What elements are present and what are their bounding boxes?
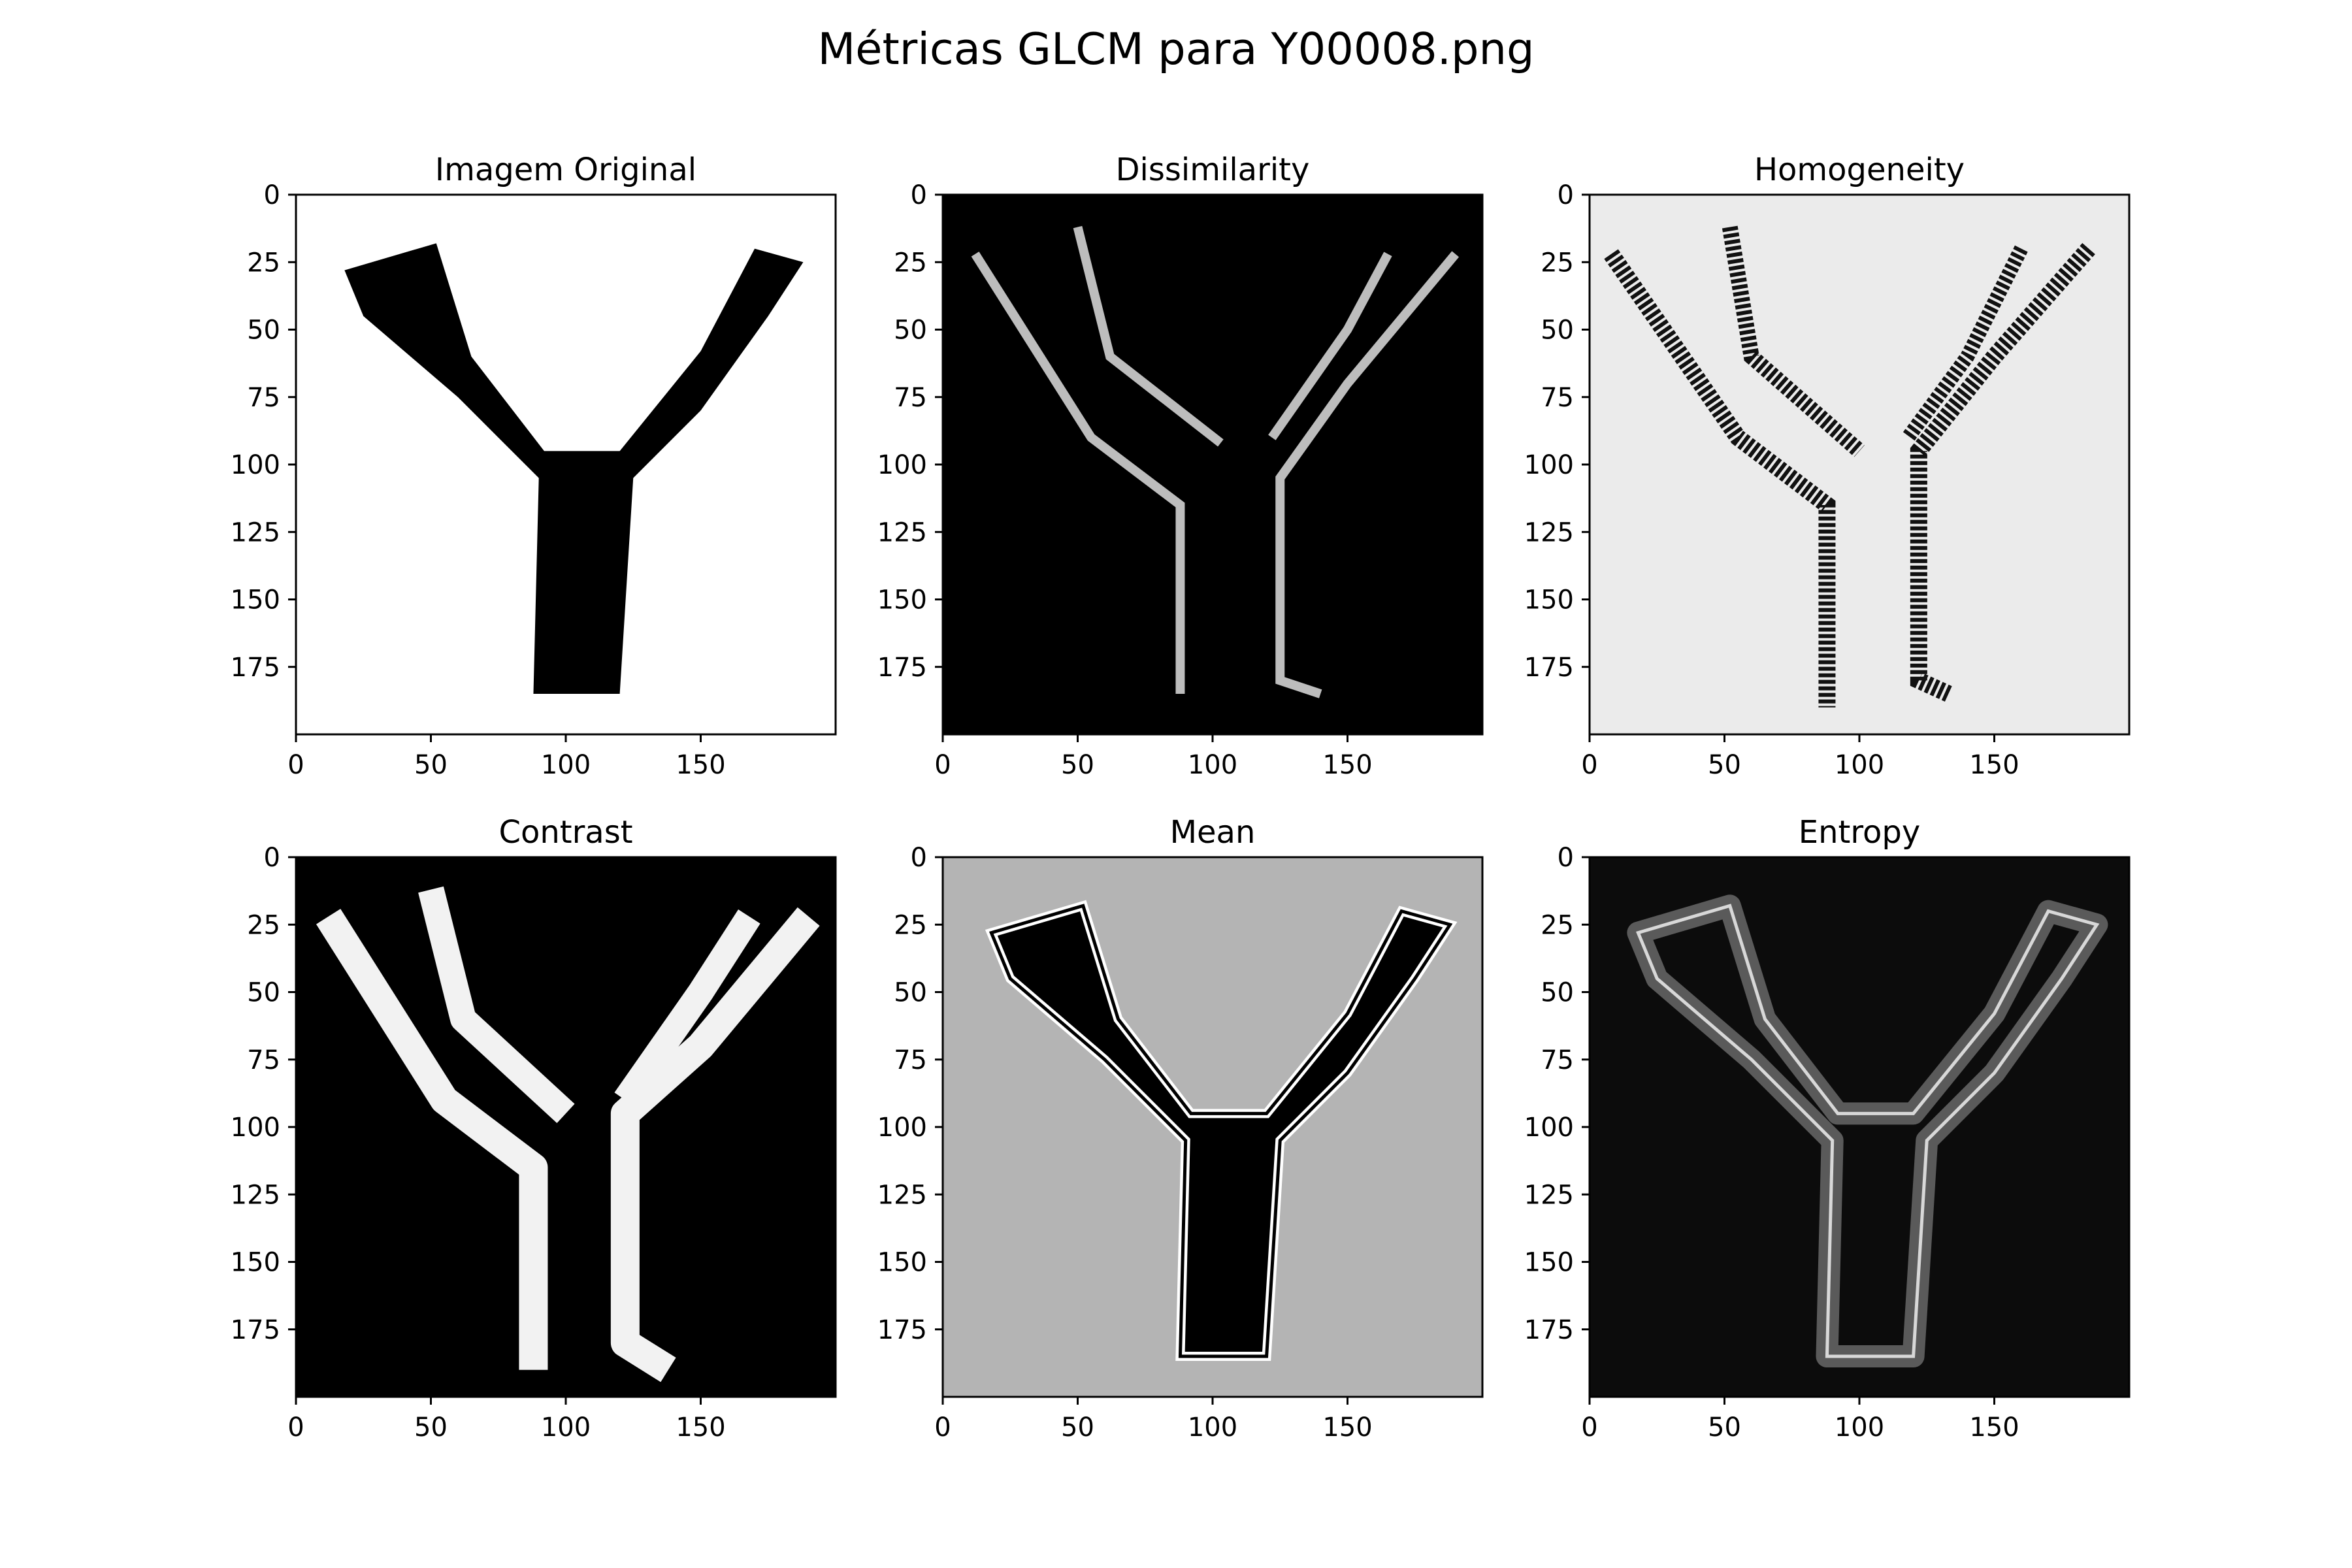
- axes-title: Homogeneity: [1754, 152, 1965, 188]
- y-tick-label: 175: [877, 1315, 927, 1345]
- y-tick-label: 125: [231, 1180, 280, 1210]
- y-tick-label: 25: [1541, 910, 1574, 940]
- y-tick-label: 125: [231, 517, 280, 547]
- axes-title: Contrast: [498, 814, 632, 851]
- y-tick-label: 25: [894, 248, 927, 278]
- y-tick-label: 50: [247, 978, 280, 1008]
- y-tick-label: 75: [894, 1045, 927, 1075]
- heatmap-image: [1590, 195, 2129, 734]
- x-tick-label: 150: [1969, 1413, 2019, 1443]
- axes-title: Imagem Original: [435, 152, 696, 188]
- y-tick-label: 0: [1558, 180, 1574, 210]
- x-tick-label: 100: [1835, 1413, 1884, 1443]
- x-tick-label: 0: [934, 750, 951, 780]
- x-tick-label: 0: [287, 750, 304, 780]
- y-tick-label: 100: [1524, 1113, 1574, 1143]
- x-tick-label: 50: [414, 750, 448, 780]
- y-tick-label: 150: [1524, 585, 1574, 615]
- y-tick-label: 125: [1524, 517, 1574, 547]
- x-tick-label: 50: [1708, 750, 1741, 780]
- y-tick-label: 150: [1524, 1248, 1574, 1278]
- y-tick-label: 50: [247, 316, 280, 346]
- y-tick-label: 100: [877, 1113, 927, 1143]
- x-tick-label: 0: [287, 1413, 304, 1443]
- y-tick-label: 100: [877, 450, 927, 480]
- x-tick-label: 150: [1322, 1413, 1372, 1443]
- y-tick-label: 175: [1524, 1315, 1574, 1345]
- y-tick-label: 0: [1558, 843, 1574, 873]
- panel-4: Contrast 0 50 100 150 0 25 50 75 100 125 150 175: [231, 814, 837, 1443]
- x-tick-label: 50: [1061, 1413, 1094, 1443]
- y-tick-label: 75: [247, 383, 280, 413]
- x-tick-label: 100: [1835, 750, 1884, 780]
- y-tick-label: 0: [264, 180, 280, 210]
- y-tick-label: 50: [1541, 316, 1574, 346]
- heatmap-image: [1590, 857, 2129, 1397]
- y-tick-label: 75: [894, 383, 927, 413]
- y-tick-label: 150: [231, 585, 280, 615]
- panel-6: Entropy 0 50 100 150 0 25 50 75 100 125 150 175: [1524, 814, 2131, 1443]
- heatmap-image: [296, 857, 836, 1397]
- axes-title: Dissimilarity: [1116, 152, 1310, 188]
- y-tick-label: 0: [264, 843, 280, 873]
- y-tick-label: 0: [911, 180, 927, 210]
- y-tick-label: 25: [247, 910, 280, 940]
- heatmap-background: [296, 857, 836, 1397]
- x-tick-label: 0: [1581, 1413, 1597, 1443]
- x-tick-label: 150: [676, 750, 725, 780]
- y-tick-label: 100: [231, 450, 280, 480]
- panel-2: Dissimilarity 0 50 100 150 0 25 50 75 100 125 150 17…: [877, 152, 1484, 780]
- y-tick-label: 175: [231, 653, 280, 683]
- y-tick-label: 150: [231, 1248, 280, 1278]
- panel-1: Imagem Original 0 50 100 150 0 25 50 75 100 125 150…: [231, 152, 837, 780]
- heatmap-background: [1590, 857, 2129, 1397]
- x-tick-label: 50: [1061, 750, 1094, 780]
- x-tick-label: 100: [1188, 750, 1237, 780]
- y-tick-label: 25: [247, 248, 280, 278]
- x-tick-label: 150: [1969, 750, 2019, 780]
- y-tick-label: 50: [1541, 978, 1574, 1008]
- x-tick-label: 150: [676, 1413, 725, 1443]
- y-tick-label: 150: [877, 585, 927, 615]
- y-tick-label: 75: [1541, 383, 1574, 413]
- heatmap-image: [943, 195, 1482, 734]
- x-tick-label: 50: [414, 1413, 448, 1443]
- heatmap-image: [296, 195, 836, 734]
- y-tick-label: 175: [231, 1315, 280, 1345]
- y-tick-label: 75: [247, 1045, 280, 1075]
- y-tick-label: 150: [877, 1248, 927, 1278]
- heatmap-background: [943, 195, 1482, 734]
- x-tick-label: 100: [1188, 1413, 1237, 1443]
- x-tick-label: 100: [541, 750, 591, 780]
- x-tick-label: 50: [1708, 1413, 1741, 1443]
- y-tick-label: 100: [231, 1113, 280, 1143]
- y-tick-label: 25: [1541, 248, 1574, 278]
- panel-3: Homogeneity 0 50 100 150 0 25 50 75 100 125 150 175: [1524, 152, 2131, 780]
- y-tick-label: 50: [894, 978, 927, 1008]
- axes-title: Entropy: [1799, 814, 1921, 851]
- x-tick-label: 0: [1581, 750, 1597, 780]
- y-tick-label: 25: [894, 910, 927, 940]
- panel-5: Mean 0 50 100 150 0 25 50 75 100 125 150 175: [877, 814, 1484, 1443]
- y-tick-label: 125: [877, 517, 927, 547]
- x-tick-label: 100: [541, 1413, 591, 1443]
- y-tick-label: 100: [1524, 450, 1574, 480]
- figure-title: Métricas GLCM para Y00008.png: [817, 24, 1535, 74]
- axes-title: Mean: [1170, 814, 1256, 851]
- y-tick-label: 0: [911, 843, 927, 873]
- heatmap-image: [943, 857, 1482, 1397]
- y-tick-label: 175: [1524, 653, 1574, 683]
- y-tick-label: 50: [894, 316, 927, 346]
- heatmap-background: [1590, 195, 2129, 734]
- x-tick-label: 150: [1322, 750, 1372, 780]
- y-tick-label: 125: [1524, 1180, 1574, 1210]
- y-tick-label: 125: [877, 1180, 927, 1210]
- y-tick-label: 175: [877, 653, 927, 683]
- x-tick-label: 0: [934, 1413, 951, 1443]
- y-tick-label: 75: [1541, 1045, 1574, 1075]
